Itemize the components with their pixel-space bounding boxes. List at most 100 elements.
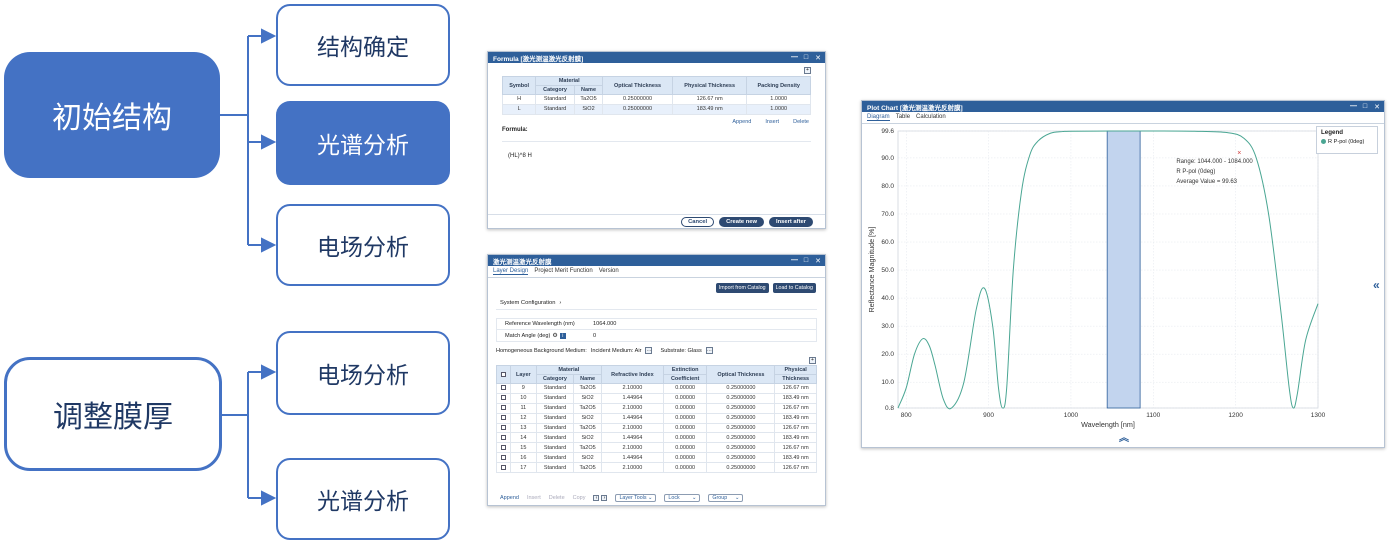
- cell-ri: 2.10000: [600, 442, 664, 454]
- edit-substrate-icon[interactable]: …: [705, 347, 713, 354]
- x-axis-label: Wavelength [nm]: [1081, 420, 1135, 429]
- group-label: Group: [712, 495, 728, 501]
- table-row[interactable]: 16 Standard SiO2 1.44964 0.00000 0.25000000 18…: [496, 452, 817, 464]
- col-physical: Physical: [774, 365, 817, 375]
- tab-calculation[interactable]: Calculation: [916, 114, 946, 120]
- cell-ext: 0.00000: [662, 462, 708, 474]
- substrate-label: Substrate: Glass: [660, 347, 702, 354]
- minimize-icon[interactable]: —: [791, 54, 798, 61]
- legend-item[interactable]: R P-pol (0deg): [1321, 139, 1373, 145]
- row-checkbox[interactable]: [501, 425, 506, 431]
- add-layer-icon[interactable]: +: [809, 357, 816, 364]
- minimize-icon[interactable]: —: [791, 257, 798, 264]
- background-medium-label: Homogeneous Background Medium:: [496, 347, 587, 354]
- create-new-button[interactable]: Create new: [719, 216, 765, 227]
- close-annotation-icon[interactable]: ×: [1237, 150, 1241, 157]
- row-checkbox[interactable]: [501, 464, 506, 470]
- cell-name: Ta2O5: [573, 383, 602, 394]
- expand-panel-icon[interactable]: «: [1373, 278, 1380, 292]
- field-analysis-box: 电场分析: [276, 204, 450, 286]
- cell-physical: 126.67 nm: [671, 94, 748, 105]
- table-row[interactable]: 14 Standard SiO2 1.44964 0.00000 0.25000000 18…: [496, 432, 817, 444]
- row-checkbox[interactable]: [501, 434, 506, 440]
- load-catalog-button[interactable]: Load to Catalog: [772, 283, 816, 293]
- match-angle-input[interactable]: 0: [593, 332, 597, 339]
- reflectance-chart[interactable]: 0.8 10.0 20.0 30.0 40.0 50.0 60.0 70.0 80.0 90.0 9…: [862, 123, 1385, 448]
- settings-icon[interactable]: ⚙: [552, 333, 558, 339]
- cell-ext: 0.00000: [662, 432, 708, 444]
- row-checkbox[interactable]: [501, 395, 506, 401]
- row-checkbox[interactable]: [501, 385, 506, 391]
- table-row[interactable]: 9 Standard Ta2O5 2.10000 0.00000 0.25000000 12…: [496, 383, 817, 394]
- tab-version[interactable]: Version: [598, 268, 619, 274]
- info-icon[interactable]: i: [559, 332, 566, 339]
- cell-category: Standard: [535, 103, 575, 115]
- tab-layer-design[interactable]: Layer Design: [493, 268, 529, 275]
- table-row[interactable]: 11 Standard Ta2O5 2.10000 0.00000 0.25000000 1…: [496, 402, 817, 414]
- close-icon[interactable]: ✕: [815, 54, 821, 62]
- close-icon[interactable]: ✕: [1374, 103, 1380, 111]
- delete-layer-button[interactable]: Delete: [548, 495, 565, 501]
- table-row[interactable]: 17 Standard Ta2O5 2.10000 0.00000 0.25000000 1…: [496, 462, 817, 474]
- row-checkbox[interactable]: [501, 415, 506, 421]
- row-checkbox[interactable]: [501, 444, 506, 450]
- insert-after-button[interactable]: Insert after: [769, 216, 813, 227]
- plot-window-title: Plot Chart [激光测温激光反射膜] — □ ✕: [862, 101, 1384, 112]
- delete-button[interactable]: Delete: [793, 118, 809, 125]
- tab-merit-function[interactable]: Project Merit Function: [534, 268, 593, 274]
- maximize-icon[interactable]: □: [803, 54, 809, 61]
- cell-ri: 1.44964: [600, 452, 664, 464]
- maximize-icon[interactable]: □: [803, 257, 809, 264]
- import-catalog-button[interactable]: Import from Catalog: [715, 283, 769, 293]
- cell-name: SiO2: [573, 412, 602, 424]
- cell-optical: 0.25000000: [706, 442, 776, 454]
- system-config-section[interactable]: System Configuration ›: [496, 297, 817, 310]
- table-row[interactable]: 13 Standard Ta2O5 2.10000 0.00000 0.25000000 1…: [496, 422, 817, 434]
- range-annotation-line: Average Value = 99.63: [1176, 179, 1237, 185]
- chevron-down-icon: ⌄: [691, 495, 697, 501]
- y-tick-label: 30.0: [881, 323, 894, 330]
- copy-layer-button[interactable]: Copy: [572, 495, 586, 501]
- cell-layer: 11: [510, 402, 537, 414]
- cell-category: Standard: [535, 432, 575, 444]
- cell-ext: 0.00000: [662, 383, 708, 394]
- series-line[interactable]: [897, 130, 1319, 410]
- layer-tools-dropdown[interactable]: Layer Tools ⌄: [615, 494, 657, 502]
- add-row-icon[interactable]: +: [804, 67, 811, 74]
- ref-wavelength-input[interactable]: 1064.000: [593, 321, 617, 327]
- move-up-icon[interactable]: ‹: [593, 495, 600, 501]
- cancel-button[interactable]: Cancel: [681, 216, 715, 227]
- select-all-checkbox[interactable]: [501, 371, 506, 377]
- cell-ri: 2.10000: [600, 402, 664, 414]
- collapse-chevron-icon[interactable]: ︽: [1119, 433, 1129, 444]
- lock-dropdown[interactable]: Lock ⌄: [664, 494, 701, 502]
- row-checkbox[interactable]: [501, 454, 506, 460]
- cell-name: Ta2O5: [573, 462, 602, 474]
- table-row[interactable]: 10 Standard SiO2 1.44964 0.00000 0.25000000 18…: [496, 392, 817, 404]
- close-icon[interactable]: ✕: [815, 257, 821, 265]
- row-checkbox[interactable]: [501, 405, 506, 411]
- append-layer-button[interactable]: Append: [500, 495, 519, 501]
- formula-input[interactable]: (HL)^8 H: [502, 140, 811, 187]
- table-row[interactable]: L Standard SiO2 0.25000000 183.49 nm 1.0…: [501, 103, 811, 115]
- insert-button[interactable]: Insert: [765, 118, 780, 125]
- cell-optical: 0.25000000: [706, 422, 776, 434]
- cell-optical: 0.25000000: [706, 402, 776, 414]
- minimize-icon[interactable]: —: [1350, 103, 1357, 110]
- table-row[interactable]: H Standard Ta2O5 0.25000000 126.67 nm 1.…: [501, 94, 811, 105]
- cell-name: Ta2O5: [573, 402, 602, 414]
- insert-layer-button[interactable]: Insert: [526, 495, 541, 501]
- maximize-icon[interactable]: □: [1362, 103, 1368, 110]
- append-button[interactable]: Append: [732, 118, 752, 125]
- tab-diagram[interactable]: Diagram: [867, 114, 890, 121]
- chevron-down-icon: ⌄: [734, 495, 740, 501]
- edit-incident-icon[interactable]: …: [645, 347, 653, 354]
- move-down-icon[interactable]: ›: [601, 495, 608, 501]
- plot-chart-window: Plot Chart [激光测温激光反射膜] — □ ✕ Diagram Tab…: [861, 100, 1385, 448]
- group-dropdown[interactable]: Group ⌄: [708, 494, 744, 502]
- highlight-range[interactable]: [1106, 130, 1141, 409]
- tab-table[interactable]: Table: [895, 114, 911, 120]
- series-dot-icon: [1321, 139, 1326, 145]
- table-row[interactable]: 15 Standard Ta2O5 2.10000 0.00000 0.25000000 1…: [496, 442, 817, 454]
- table-row[interactable]: 12 Standard SiO2 1.44964 0.00000 0.25000000 18…: [496, 412, 817, 424]
